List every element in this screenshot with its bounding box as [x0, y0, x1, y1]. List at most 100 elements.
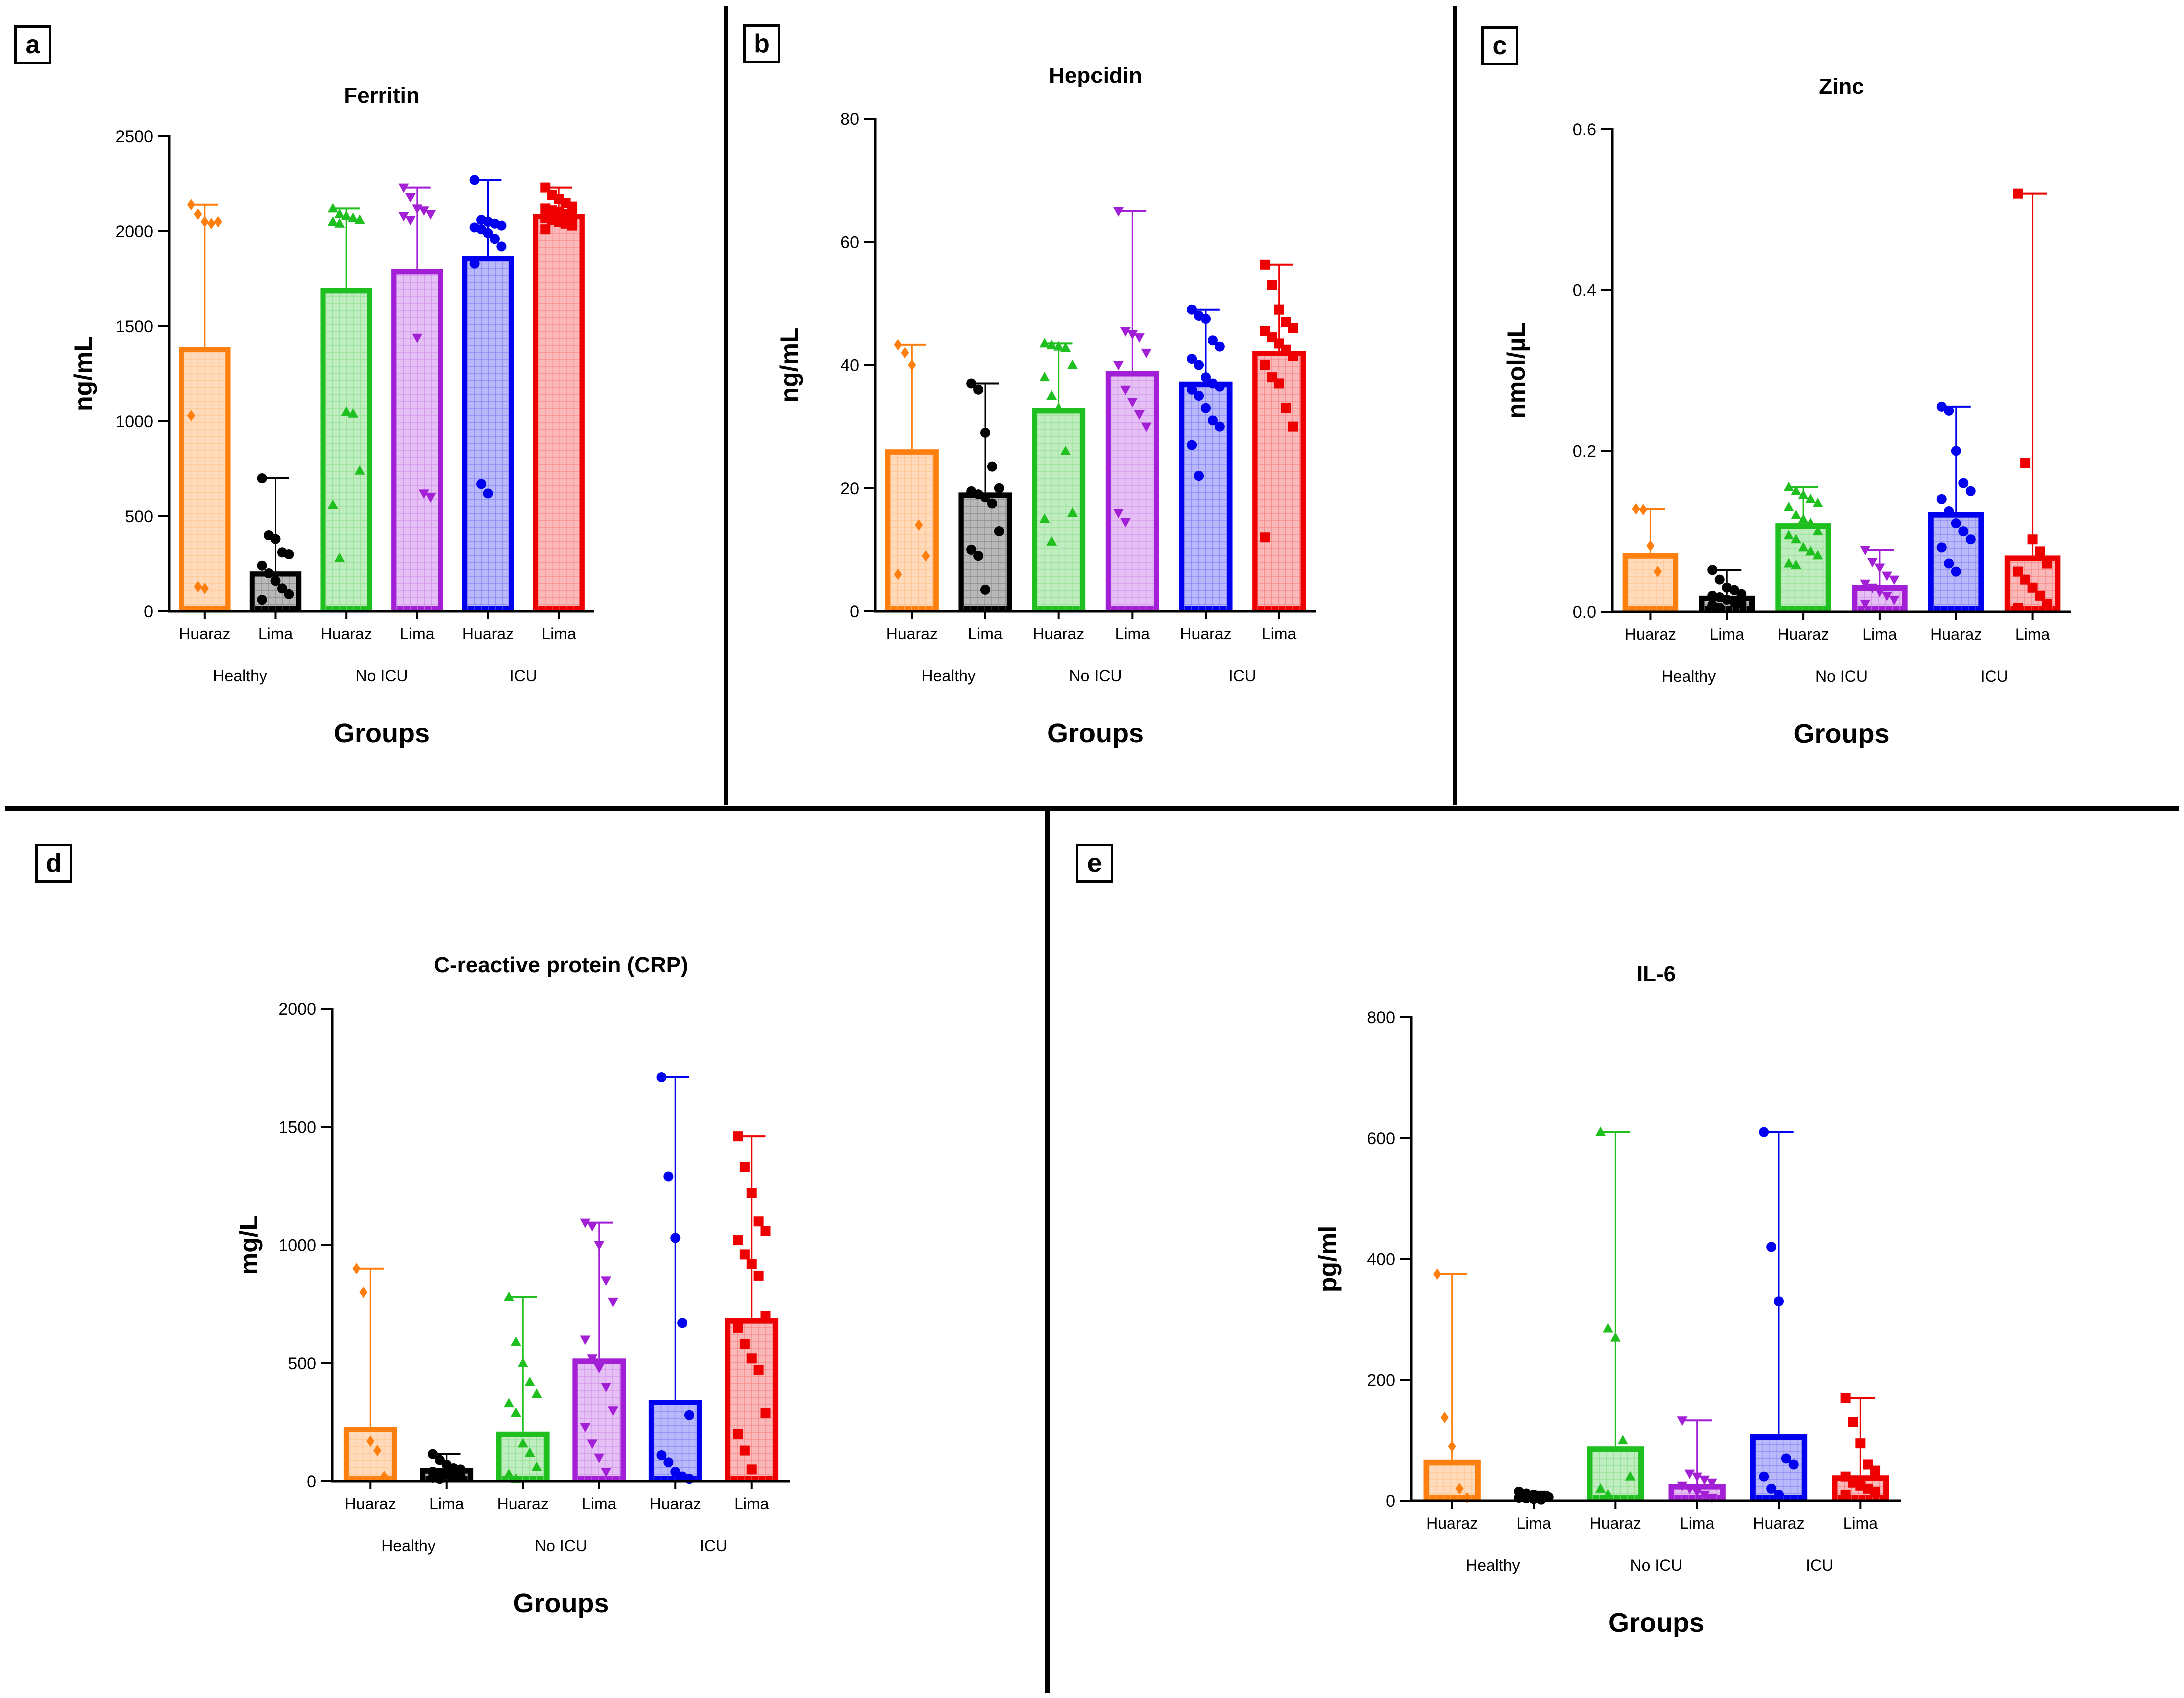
data-point: [1798, 514, 1809, 524]
data-point: [567, 211, 578, 221]
point-group: [894, 339, 930, 580]
data-point: [327, 499, 338, 509]
point-group: [427, 1449, 466, 1484]
data-point: [1046, 340, 1057, 350]
data-point: [1805, 518, 1816, 528]
point-group: [1840, 1393, 1881, 1500]
data-point: [264, 568, 274, 578]
data-point: [732, 1429, 743, 1439]
group-label: Healthy: [213, 667, 267, 685]
point-group: [327, 203, 365, 562]
data-point: [2027, 534, 2038, 545]
point-group: [257, 473, 294, 605]
data-point: [1860, 579, 1871, 589]
x-axis-label: Groups: [334, 718, 430, 748]
point-group: [580, 1218, 619, 1478]
data-point: [1046, 390, 1057, 400]
data-point: [973, 384, 984, 395]
data-point: [503, 1291, 514, 1301]
data-point: [483, 488, 493, 499]
bar-rect: [1928, 512, 1984, 612]
category-label: Huaraz: [179, 625, 230, 643]
data-point: [1610, 1332, 1621, 1342]
data-point: [1260, 360, 1270, 370]
data-point: [2035, 546, 2045, 557]
data-point: [753, 1270, 764, 1281]
data-point: [469, 258, 480, 269]
data-point: [1207, 335, 1218, 346]
data-point: [760, 1407, 771, 1418]
group-label: No ICU: [1630, 1556, 1683, 1574]
bar: [648, 1399, 702, 1481]
group-label: ICU: [1806, 1556, 1833, 1574]
data-point: [1706, 1493, 1717, 1503]
bar: [462, 256, 514, 612]
y-tick-label: 800: [1367, 1008, 1395, 1027]
data-point: [398, 183, 409, 193]
data-point: [517, 1357, 528, 1367]
y-tick-label: 500: [288, 1354, 316, 1373]
data-point: [1812, 526, 1823, 536]
point-group: [966, 378, 1004, 595]
category-label: Lima: [541, 625, 576, 643]
data-point: [1440, 1411, 1449, 1423]
data-point: [746, 1464, 757, 1475]
data-point: [1134, 333, 1145, 343]
data-point: [398, 212, 409, 222]
data-point: [503, 1398, 514, 1408]
data-point: [1736, 589, 1747, 599]
bar: [1179, 381, 1233, 612]
data-point: [531, 1461, 542, 1471]
group-label: Healthy: [921, 667, 976, 685]
data-point: [1639, 504, 1647, 516]
data-point: [1053, 402, 1064, 412]
category-label: Huaraz: [497, 1495, 549, 1513]
y-tick-label: 0: [144, 602, 153, 621]
data-point: [270, 534, 281, 544]
data-point: [200, 582, 209, 594]
bar: [1032, 408, 1086, 612]
data-point: [580, 1335, 591, 1345]
data-point: [405, 216, 416, 226]
data-point: [1944, 506, 1954, 516]
data-point: [405, 193, 416, 203]
y-tick-label: 0.0: [1573, 603, 1596, 622]
bar-rect: [1032, 408, 1086, 612]
data-point: [901, 347, 909, 359]
bar-rect: [1622, 553, 1679, 612]
divider-bottom: [1045, 810, 1050, 1693]
data-point: [980, 427, 990, 438]
data-point: [1805, 493, 1816, 503]
point-group: [1187, 304, 1225, 481]
data-point: [739, 1249, 750, 1260]
data-point: [1812, 497, 1823, 507]
panel-d: d C-reactive protein (CRP) 0 500 1000 1500 200…: [0, 811, 1045, 1698]
group-label: Healthy: [1466, 1556, 1520, 1574]
group-label: ICU: [1981, 667, 2008, 685]
data-point: [284, 589, 294, 599]
data-point: [327, 216, 338, 226]
data-point: [1201, 314, 1211, 324]
data-point: [427, 1449, 438, 1459]
bar: [533, 214, 585, 612]
group-label: No ICU: [1815, 667, 1868, 685]
point-group: [1595, 1126, 1636, 1499]
data-point: [1039, 338, 1050, 348]
panel-label: a: [14, 25, 51, 64]
data-point: [663, 1171, 674, 1182]
data-point: [760, 1311, 771, 1321]
data-point: [1067, 507, 1078, 517]
category-label: Huaraz: [1753, 1514, 1804, 1532]
data-point: [732, 1235, 743, 1246]
data-point: [1113, 509, 1124, 518]
panel-label: d: [35, 844, 72, 883]
data-point: [257, 473, 267, 483]
y-tick-label: 1000: [115, 412, 153, 431]
point-group: [1707, 565, 1747, 613]
y-tick-label: 60: [840, 233, 859, 252]
data-point: [1653, 566, 1662, 578]
data-point: [1127, 330, 1138, 340]
bar-rect: [1750, 1434, 1808, 1501]
bar-rect: [1423, 1459, 1481, 1501]
data-point: [608, 1297, 619, 1307]
